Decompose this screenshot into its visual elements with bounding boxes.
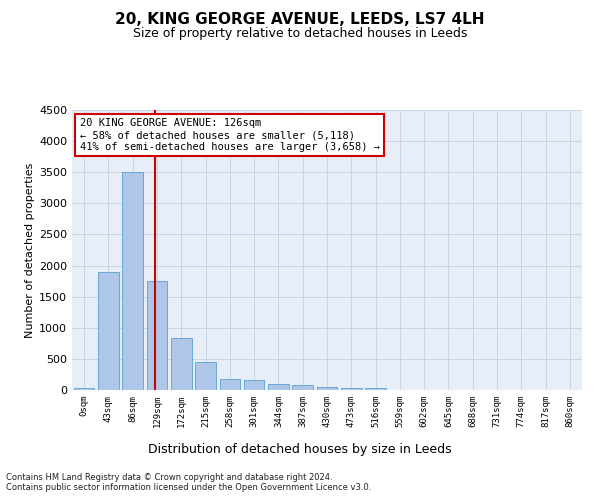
Text: 20 KING GEORGE AVENUE: 126sqm
← 58% of detached houses are smaller (5,118)
41% o: 20 KING GEORGE AVENUE: 126sqm ← 58% of d… bbox=[80, 118, 380, 152]
Y-axis label: Number of detached properties: Number of detached properties bbox=[25, 162, 35, 338]
Bar bbox=[317, 387, 337, 390]
Bar bbox=[292, 386, 313, 390]
Text: Distribution of detached houses by size in Leeds: Distribution of detached houses by size … bbox=[148, 442, 452, 456]
Text: Contains HM Land Registry data © Crown copyright and database right 2024.
Contai: Contains HM Land Registry data © Crown c… bbox=[6, 472, 371, 492]
Bar bbox=[220, 379, 240, 390]
Bar bbox=[146, 281, 167, 390]
Bar bbox=[244, 380, 265, 390]
Bar bbox=[195, 362, 216, 390]
Bar bbox=[341, 388, 362, 390]
Text: 20, KING GEORGE AVENUE, LEEDS, LS7 4LH: 20, KING GEORGE AVENUE, LEEDS, LS7 4LH bbox=[115, 12, 485, 28]
Bar bbox=[122, 172, 143, 390]
Bar bbox=[98, 272, 119, 390]
Text: Size of property relative to detached houses in Leeds: Size of property relative to detached ho… bbox=[133, 28, 467, 40]
Bar bbox=[171, 338, 191, 390]
Bar bbox=[74, 388, 94, 390]
Bar bbox=[268, 384, 289, 390]
Bar bbox=[365, 388, 386, 390]
